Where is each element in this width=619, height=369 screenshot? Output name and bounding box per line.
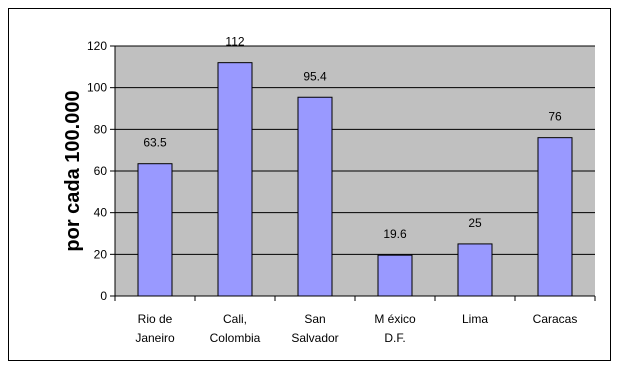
bar-3 bbox=[377, 254, 413, 297]
y-tick-label-5: 100 bbox=[87, 81, 107, 95]
bar-5 bbox=[537, 137, 573, 297]
category-label-1-1: Colombia bbox=[210, 331, 261, 345]
bar-0 bbox=[137, 163, 173, 297]
category-label-0-0: Rio de bbox=[138, 312, 173, 326]
category-label-4-0: Lima bbox=[462, 312, 488, 326]
y-tick-labels: 0 20 40 60 80 100 120 bbox=[87, 39, 107, 303]
bar-2 bbox=[297, 96, 333, 297]
y-tick-label-4: 80 bbox=[94, 122, 108, 136]
bar-4 bbox=[457, 243, 493, 297]
data-label-5: 76 bbox=[548, 110, 562, 124]
y-tick-label-0: 0 bbox=[100, 289, 107, 303]
y-tick-label-1: 20 bbox=[94, 247, 108, 261]
x-tick-labels: Rio de Janeiro Cali, Colombia San Salvador M é… bbox=[135, 312, 577, 345]
y-tick-label-3: 60 bbox=[94, 164, 108, 178]
category-label-0-1: Janeiro bbox=[135, 331, 175, 345]
category-label-3-0: M éxico bbox=[374, 312, 416, 326]
gridlines bbox=[115, 45, 595, 255]
axes bbox=[110, 45, 596, 301]
category-label-1-0: Cali, bbox=[223, 312, 247, 326]
y-tick-label-6: 120 bbox=[87, 39, 107, 53]
category-label-2-0: San bbox=[304, 312, 325, 326]
y-axis-label: por cada 100.000 bbox=[62, 90, 84, 251]
data-label-1: 112 bbox=[225, 35, 244, 49]
data-label-2: 95.4 bbox=[303, 69, 327, 83]
data-label-3: 19.6 bbox=[383, 227, 407, 241]
y-tick-label-2: 40 bbox=[94, 206, 108, 220]
data-labels: 63.5 112 95.4 19.6 25 76 bbox=[143, 35, 562, 242]
bar-1 bbox=[217, 62, 253, 297]
category-label-2-1: Salvador bbox=[291, 331, 338, 345]
category-label-5-0: Caracas bbox=[533, 312, 578, 326]
data-label-0: 63.5 bbox=[143, 136, 167, 150]
data-label-4: 25 bbox=[468, 216, 482, 230]
bars bbox=[137, 62, 573, 297]
category-label-3-1: D.F. bbox=[384, 331, 405, 345]
